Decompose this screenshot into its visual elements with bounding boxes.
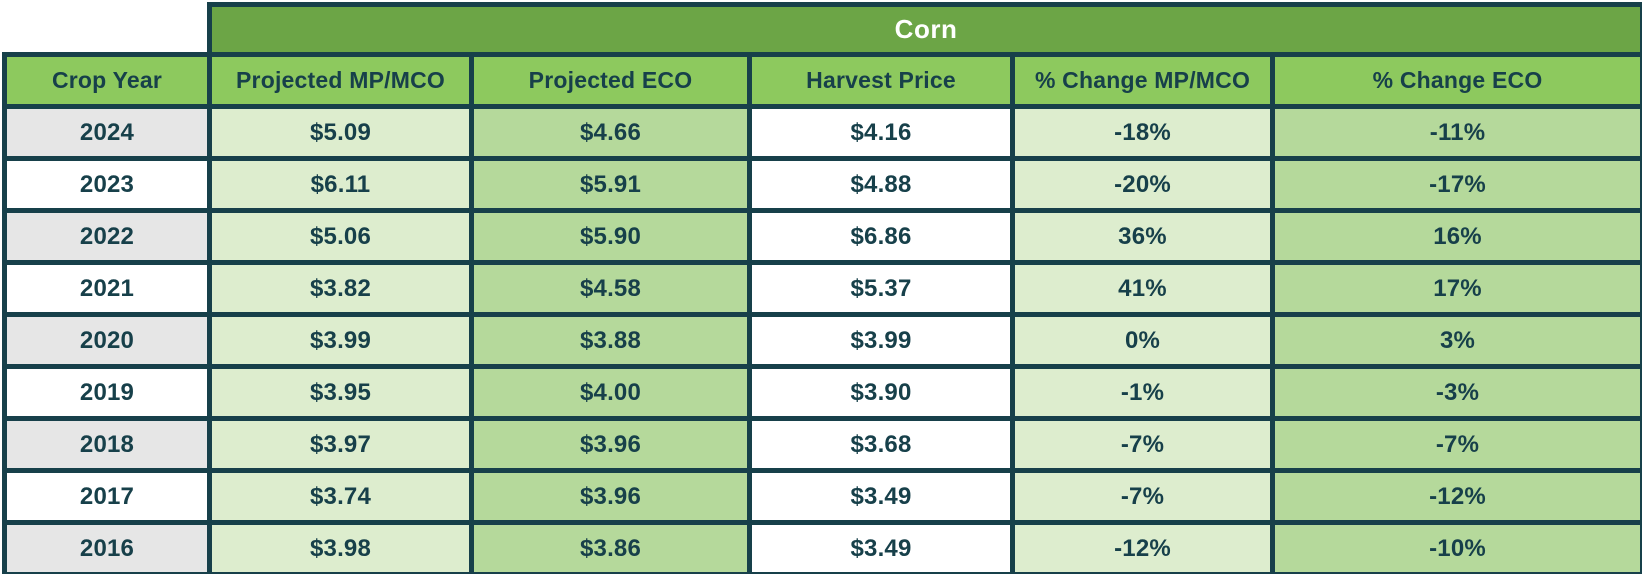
cell-harvest-price: $3.49 xyxy=(747,520,1015,574)
cell-pct-change-eco: 3% xyxy=(1269,312,1642,369)
cell-projected-mp-mco: $3.95 xyxy=(207,364,474,421)
table-row-2023: 2023 $6.11 $5.91 $4.88 -20% -17% xyxy=(2,156,1642,213)
cell-harvest-price: $5.37 xyxy=(747,260,1015,317)
table-title: Corn xyxy=(206,2,1642,57)
cell-projected-mp-mco: $3.98 xyxy=(207,520,474,574)
col-header-projected-eco: Projected ECO xyxy=(469,52,752,109)
cell-crop-year: 2018 xyxy=(2,416,212,473)
table-row-2024: 2024 $5.09 $4.66 $4.16 -18% -11% xyxy=(2,104,1642,161)
cell-crop-year: 2021 xyxy=(2,260,212,317)
cell-crop-year: 2020 xyxy=(2,312,212,369)
cell-projected-eco: $3.96 xyxy=(469,416,752,473)
cell-projected-eco: $5.90 xyxy=(469,208,752,265)
cell-projected-mp-mco: $3.82 xyxy=(207,260,474,317)
cell-crop-year: 2017 xyxy=(2,468,212,525)
cell-projected-mp-mco: $3.74 xyxy=(207,468,474,525)
cell-projected-mp-mco: $5.06 xyxy=(207,208,474,265)
cell-pct-change-mp-mco: -7% xyxy=(1010,416,1275,473)
cell-projected-mp-mco: $3.99 xyxy=(207,312,474,369)
cell-harvest-price: $3.49 xyxy=(747,468,1015,525)
table-row-2018: 2018 $3.97 $3.96 $3.68 -7% -7% xyxy=(2,416,1642,473)
cell-harvest-price: $4.16 xyxy=(747,104,1015,161)
cell-harvest-price: $6.86 xyxy=(747,208,1015,265)
cell-crop-year: 2022 xyxy=(2,208,212,265)
cell-harvest-price: $3.90 xyxy=(747,364,1015,421)
table-row-2017: 2017 $3.74 $3.96 $3.49 -7% -12% xyxy=(2,468,1642,525)
cell-harvest-price: $3.99 xyxy=(747,312,1015,369)
cell-projected-eco: $3.96 xyxy=(469,468,752,525)
banner-row: Corn xyxy=(4,2,1642,57)
col-header-harvest-price: Harvest Price xyxy=(747,52,1015,109)
cell-crop-year: 2019 xyxy=(2,364,212,421)
cell-projected-eco: $3.86 xyxy=(469,520,752,574)
cell-crop-year: 2024 xyxy=(2,104,212,161)
cell-harvest-price: $3.68 xyxy=(747,416,1015,473)
col-header-crop-year: Crop Year xyxy=(2,52,212,109)
cell-projected-mp-mco: $3.97 xyxy=(207,416,474,473)
cell-harvest-price: $4.88 xyxy=(747,156,1015,213)
col-header-pct-change-eco: % Change ECO xyxy=(1269,52,1642,109)
cell-projected-eco: $3.88 xyxy=(469,312,752,369)
cell-crop-year: 2023 xyxy=(2,156,212,213)
cell-pct-change-mp-mco: -12% xyxy=(1010,520,1275,574)
cell-crop-year: 2016 xyxy=(2,520,212,574)
cell-pct-change-eco: -7% xyxy=(1269,416,1642,473)
cell-pct-change-eco: -10% xyxy=(1269,520,1642,574)
cell-pct-change-eco: -3% xyxy=(1269,364,1642,421)
cell-pct-change-mp-mco: 0% xyxy=(1010,312,1275,369)
col-header-projected-mp-mco: Projected MP/MCO xyxy=(207,52,474,109)
col-header-pct-change-mp-mco: % Change MP/MCO xyxy=(1010,52,1275,109)
table-row-2016: 2016 $3.98 $3.86 $3.49 -12% -10% xyxy=(2,520,1642,574)
cell-projected-eco: $4.00 xyxy=(469,364,752,421)
cell-projected-eco: $4.66 xyxy=(469,104,752,161)
cell-pct-change-mp-mco: -18% xyxy=(1010,104,1275,161)
cell-projected-eco: $4.58 xyxy=(469,260,752,317)
cell-projected-mp-mco: $6.11 xyxy=(207,156,474,213)
table-row-2022: 2022 $5.06 $5.90 $6.86 36% 16% xyxy=(2,208,1642,265)
header-row: Crop Year Projected MP/MCO Projected ECO… xyxy=(2,52,1642,109)
cell-pct-change-mp-mco: -20% xyxy=(1010,156,1275,213)
cell-projected-eco: $5.91 xyxy=(469,156,752,213)
cell-pct-change-eco: -17% xyxy=(1269,156,1642,213)
table-row-2020: 2020 $3.99 $3.88 $3.99 0% 3% xyxy=(2,312,1642,369)
cell-projected-mp-mco: $5.09 xyxy=(207,104,474,161)
cell-pct-change-eco: 17% xyxy=(1269,260,1642,317)
table-row-2021: 2021 $3.82 $4.58 $5.37 41% 17% xyxy=(2,260,1642,317)
table-row-2019: 2019 $3.95 $4.00 $3.90 -1% -3% xyxy=(2,364,1642,421)
top-left-spacer xyxy=(4,4,210,55)
cell-pct-change-mp-mco: -1% xyxy=(1010,364,1275,421)
cell-pct-change-eco: -12% xyxy=(1269,468,1642,525)
cell-pct-change-mp-mco: 41% xyxy=(1010,260,1275,317)
cell-pct-change-eco: -11% xyxy=(1269,104,1642,161)
cell-pct-change-mp-mco: -7% xyxy=(1010,468,1275,525)
cell-pct-change-mp-mco: 36% xyxy=(1010,208,1275,265)
cell-pct-change-eco: 16% xyxy=(1269,208,1642,265)
